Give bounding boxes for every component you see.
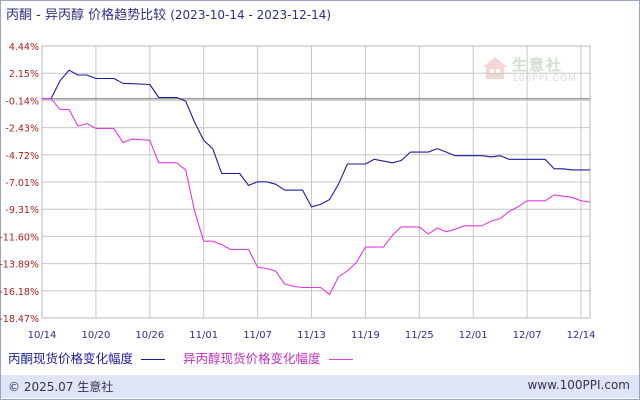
- logo-name-en: 100PPI.COM: [512, 74, 577, 84]
- series-line-acetone: [42, 69, 590, 208]
- legend-item-acetone: 丙酮现货价格变化幅度: [8, 350, 166, 368]
- y-tick-label: -9.31%: [5, 205, 39, 216]
- x-tick-label: 11/19: [351, 330, 380, 341]
- x-tick-label: 10/26: [135, 330, 164, 341]
- y-tick-label: -18.47%: [0, 314, 39, 325]
- legend-label-isopropanol: 异丙醇现货价格变化幅度: [183, 351, 321, 366]
- x-tick-label: 10/14: [28, 330, 57, 341]
- y-tick-label: 4.44%: [9, 42, 39, 53]
- footer-bar: [1, 375, 639, 398]
- legend-label-acetone: 丙酮现货价格变化幅度: [8, 351, 134, 366]
- series-line-isopropanol: [42, 98, 591, 296]
- footer-site-link[interactable]: www.100PPI.com: [527, 378, 630, 392]
- legend-swatch-acetone: [141, 359, 166, 360]
- y-tick-label: -7.01%: [5, 178, 39, 189]
- x-tick-label: 11/07: [243, 330, 272, 341]
- y-tick-label: 2.15%: [9, 69, 39, 80]
- logo-name-cn: 生意社: [512, 56, 564, 74]
- y-tick-label: -2.43%: [5, 124, 39, 135]
- x-tick-label: 11/13: [297, 330, 326, 341]
- y-tick-label: -13.89%: [0, 260, 39, 271]
- footer-copyright: © 2025.07 生意社: [8, 380, 114, 394]
- legend-item-isopropanol: 异丙醇现货价格变化幅度: [183, 350, 353, 368]
- y-tick-label: -16.18%: [0, 287, 39, 298]
- x-tick-label: 11/25: [405, 330, 434, 341]
- y-tick-label: -0.14%: [5, 96, 39, 107]
- x-tick-label: 12/14: [567, 330, 596, 341]
- y-tick-label: -4.72%: [5, 151, 39, 162]
- chart-title: 丙酮 - 异丙醇 价格趋势比较 (2023-10-14 - 2023-12-14…: [6, 5, 331, 25]
- chart-title-range: (2023-10-14 - 2023-12-14): [170, 8, 332, 22]
- chart-title-main: 丙酮 - 异丙醇 价格趋势比较: [6, 8, 167, 23]
- legend-swatch-isopropanol: [328, 359, 353, 360]
- chart-legend: 丙酮现货价格变化幅度 异丙醇现货价格变化幅度: [8, 350, 367, 368]
- x-tick-label: 12/01: [459, 330, 488, 341]
- x-tick-label: 11/01: [189, 330, 218, 341]
- x-tick-label: 10/20: [81, 330, 110, 341]
- x-tick-label: 12/07: [513, 330, 542, 341]
- y-tick-label: -11.60%: [0, 232, 39, 243]
- plot-area-border: [41, 45, 591, 319]
